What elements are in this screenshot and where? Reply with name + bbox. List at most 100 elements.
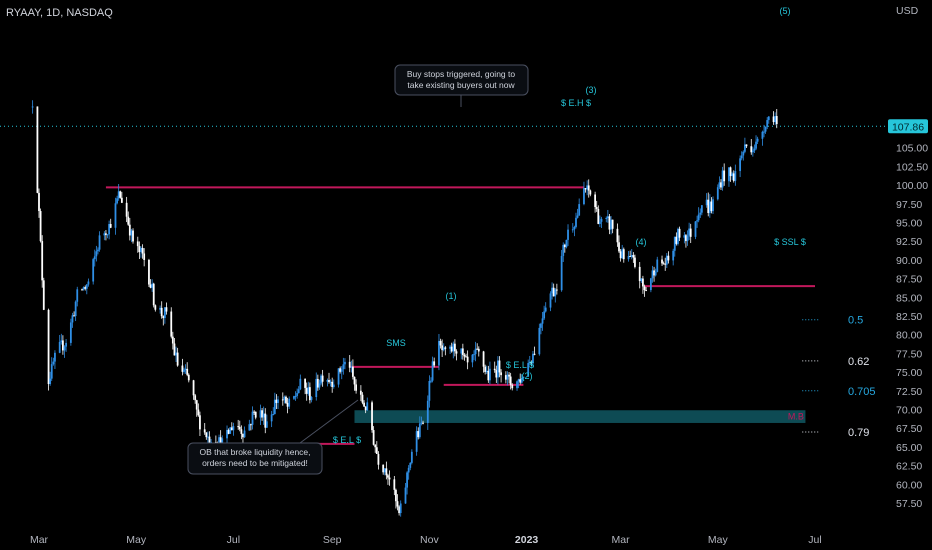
- candle-body: [310, 397, 313, 401]
- candle-body: [721, 170, 724, 188]
- candle-body: [363, 402, 365, 407]
- wave-1-label: (1): [446, 291, 457, 301]
- candle-body: [606, 216, 609, 218]
- wave-3-label: (3): [586, 85, 597, 95]
- candle-body: [74, 301, 77, 317]
- candle-body: [407, 467, 410, 473]
- candle-body: [259, 410, 262, 418]
- fib-levels: 0.5 0.62 0.705 0.79: [802, 315, 876, 439]
- candle-body: [583, 188, 585, 205]
- price-tick-label: 87.50: [896, 274, 922, 286]
- candle-body: [299, 378, 302, 390]
- candle-body: [109, 224, 112, 228]
- candle-body: [729, 167, 732, 177]
- candle-body: [677, 228, 679, 244]
- candlestick-series: [31, 100, 778, 517]
- candle-body: [552, 287, 555, 297]
- candle-body: [742, 151, 745, 156]
- candle-body: [453, 343, 456, 352]
- candle-body: [519, 379, 522, 383]
- candle-body: [36, 106, 39, 193]
- candle-body: [763, 131, 765, 133]
- candle-body: [575, 217, 577, 227]
- candle-body: [207, 436, 209, 438]
- candle-body: [143, 253, 146, 260]
- candle-body: [281, 399, 284, 401]
- candle-body: [532, 353, 534, 364]
- candle-body: [382, 464, 385, 473]
- candle-body: [95, 251, 98, 257]
- candle-body: [106, 234, 109, 236]
- candle-body: [294, 395, 297, 397]
- candle-body: [293, 396, 295, 399]
- candle-body: [508, 374, 510, 377]
- candle-body: [63, 346, 66, 351]
- candle-body: [751, 150, 754, 153]
- candle-body: [415, 431, 418, 452]
- candle-body: [554, 289, 557, 297]
- candle-body: [262, 413, 265, 418]
- candle-body: [734, 171, 737, 181]
- candle-body: [103, 233, 106, 236]
- time-axis[interactable]: Mar May Jul Sep Nov 2023 Mar May Jul: [30, 534, 822, 546]
- candle-body: [656, 259, 659, 272]
- candle-body: [184, 368, 187, 370]
- candle-body: [651, 270, 654, 279]
- candle-body: [388, 477, 391, 480]
- time-tick-label: Nov: [420, 534, 439, 546]
- price-tick-label: 90.00: [896, 255, 922, 267]
- candle-body: [455, 351, 458, 354]
- price-tick-label: 105.00: [896, 143, 928, 155]
- candle-body: [673, 236, 676, 251]
- candle-body: [540, 323, 542, 328]
- candle-body: [308, 387, 311, 401]
- candle-body: [183, 369, 185, 372]
- candle-body: [163, 307, 166, 319]
- candle-body: [511, 385, 514, 389]
- candle-body: [422, 422, 424, 424]
- candle-body: [54, 352, 56, 362]
- price-axis[interactable]: USD 57.50 60.00 62.50 65.00 67.50 70.00 72.50 7…: [896, 5, 928, 510]
- candle-body: [482, 351, 485, 367]
- candle-body: [393, 479, 396, 490]
- candle-body: [627, 256, 630, 260]
- candle-body: [73, 315, 75, 317]
- order-block-zone: [354, 410, 806, 423]
- candle-body: [277, 399, 279, 403]
- candle-body: [31, 106, 34, 108]
- candle-body: [522, 376, 525, 379]
- candle-body: [353, 376, 356, 385]
- candle-body: [576, 215, 579, 218]
- candle-body: [560, 255, 563, 291]
- candle-body: [634, 257, 636, 267]
- callout-top-line1: Buy stops triggered, going to: [407, 69, 515, 79]
- price-tick-label: 100.00: [896, 180, 928, 192]
- candle-body: [417, 431, 420, 438]
- candle-body: [41, 241, 44, 281]
- candle-body: [551, 287, 553, 294]
- price-tick-label: 65.00: [896, 442, 922, 454]
- candle-body: [433, 361, 436, 366]
- candle-body: [616, 228, 619, 243]
- candle-body: [340, 369, 343, 372]
- candle-body: [208, 436, 211, 444]
- candle-body: [318, 383, 321, 388]
- candle-body: [49, 378, 52, 385]
- price-tick-label: 92.50: [896, 236, 922, 248]
- candle-body: [431, 361, 434, 381]
- candle-body: [344, 361, 346, 365]
- candle-body: [38, 192, 40, 212]
- candle-body: [449, 346, 451, 349]
- candle-body: [195, 400, 198, 410]
- candle-body: [707, 199, 710, 214]
- candle-body: [253, 411, 256, 413]
- candle-body: [125, 202, 128, 217]
- candle-body: [175, 352, 177, 356]
- time-tick-label: Jul: [808, 534, 821, 546]
- candle-body: [232, 426, 235, 431]
- candle-body: [98, 235, 101, 250]
- candle-body: [761, 131, 764, 139]
- candle-body: [240, 429, 243, 434]
- candle-body: [140, 247, 142, 253]
